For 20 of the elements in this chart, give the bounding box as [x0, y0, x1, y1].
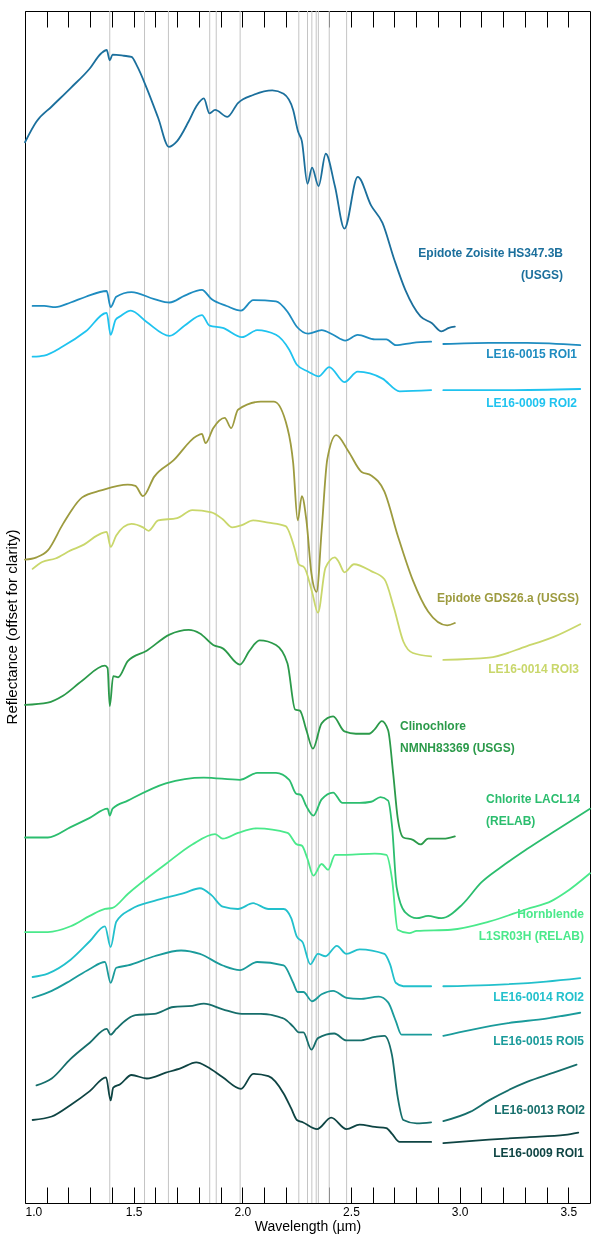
series-label: LE16-0015 ROI1: [486, 347, 578, 361]
x-axis-title: Wavelength (µm): [254, 1217, 362, 1234]
series-label: LE16-0013 ROI2: [494, 1103, 586, 1117]
series-label: Chlorite LACL14 (RELAB): [486, 792, 581, 828]
series-label: Epidote GDS26.a (USGS): [436, 591, 579, 605]
series-label: LE16-0014 ROI3: [488, 662, 580, 676]
x-tick-label: 1.0: [25, 1204, 43, 1219]
series-label: LE16-0009 ROI2: [486, 396, 578, 410]
series-label: LE16-0009 ROI1: [493, 1146, 585, 1160]
x-tick-label: 1.5: [125, 1204, 143, 1219]
series-label: LE16-0014 ROI2: [493, 990, 585, 1004]
series-label: Clinochlore NMNH83369 (USGS): [400, 719, 515, 755]
y-axis-title: Reflectance (offset for clarity): [2, 529, 20, 725]
series-label: Epidote Zoisite HS347.3B (USGS): [418, 246, 564, 282]
series-label: LE16-0015 ROI5: [493, 1034, 585, 1048]
x-tick-label: 3.0: [451, 1204, 469, 1219]
x-tick-label: 2.0: [234, 1204, 252, 1219]
series-label: Hornblende L1SR03H (RELAB): [478, 907, 585, 943]
x-tick-label: 2.5: [343, 1204, 361, 1219]
x-tick-label: 3.5: [560, 1204, 578, 1219]
